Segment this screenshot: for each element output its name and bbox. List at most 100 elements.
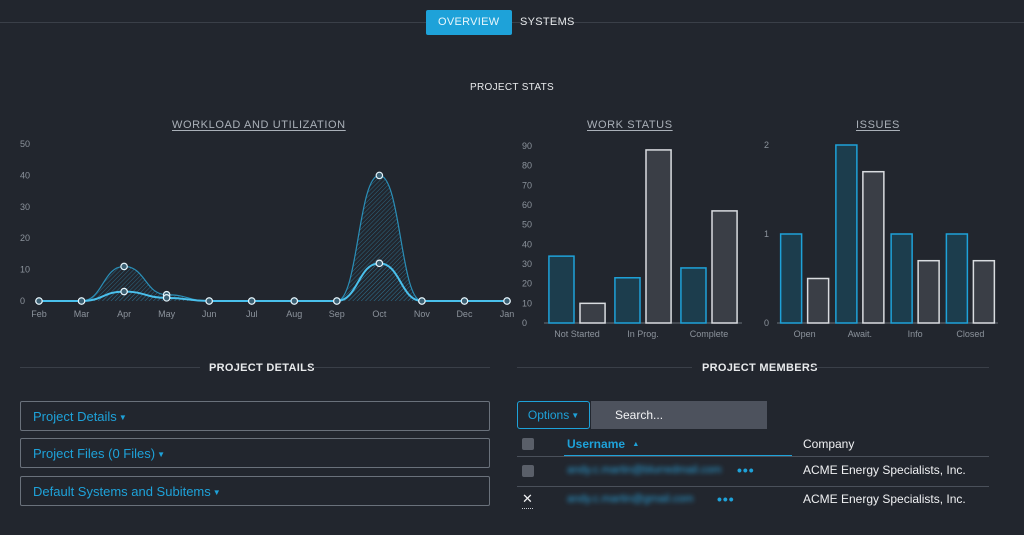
bar-series-2: [806, 277, 830, 324]
search-input[interactable]: [591, 401, 767, 429]
y-tick-label: 2: [764, 140, 769, 150]
project-details-dropdown[interactable]: Project Details ▼: [20, 401, 490, 431]
remove-member-icon[interactable]: ✕: [522, 492, 533, 509]
options-button[interactable]: Options ▼: [517, 401, 590, 429]
issues-chart-title: ISSUES: [856, 119, 900, 131]
bar-series-2: [972, 259, 996, 324]
x-tick-label: May: [158, 309, 176, 319]
dropdown-label: Project Details: [33, 409, 117, 424]
details-divider-right: [312, 367, 490, 368]
row-line: [517, 486, 989, 487]
data-point: [247, 297, 256, 305]
table-row[interactable]: andy.c.martin@blurredmail.com ••• ACME E…: [517, 457, 989, 486]
data-point: [205, 297, 213, 305]
y-tick-label: 10: [20, 265, 30, 275]
data-point: [120, 262, 128, 271]
project-files-dropdown[interactable]: Project Files (0 Files) ▼: [20, 438, 490, 468]
y-tick-label: 90: [522, 141, 532, 151]
bar-series-2: [862, 170, 885, 324]
table-row[interactable]: ✕ andy.c.martin@gmail.com ••• ACME Energ…: [517, 487, 989, 516]
tab-bar-line: [0, 22, 1024, 23]
details-divider-left: [20, 367, 200, 368]
x-tick-label: Nov: [414, 309, 431, 319]
y-tick-label: 50: [522, 220, 532, 230]
y-tick-label: 0: [20, 296, 25, 306]
members-divider-right: [812, 367, 989, 368]
x-tick-label: Apr: [117, 309, 131, 319]
series-area: [39, 175, 507, 301]
bar-series-1: [890, 233, 913, 324]
x-tick-label: Info: [908, 329, 923, 339]
data-point: [333, 297, 341, 305]
issues-chart: 2 1 0 Open Await. Info Closed: [764, 140, 998, 339]
x-tick-label: Jul: [246, 309, 258, 319]
tab-overview[interactable]: OVERVIEW: [426, 10, 512, 35]
data-point: [460, 297, 469, 305]
caret-down-icon: ▼: [571, 411, 580, 420]
default-systems-dropdown[interactable]: Default Systems and Subitems ▼: [20, 476, 490, 506]
y-tick-label: 20: [522, 279, 532, 289]
options-label: Options: [527, 408, 570, 422]
data-point: [77, 297, 86, 305]
bar-series-1: [548, 255, 575, 324]
y-tick-label: 80: [522, 161, 532, 171]
x-tick-label: Complete: [690, 329, 729, 339]
work-status-chart: 90 80 70 60 50 40 30 20 10 0 Not Started In Prog. Co…: [522, 141, 742, 339]
x-tick-label: In Prog.: [627, 329, 659, 339]
project-details-heading: PROJECT DETAILS: [209, 362, 315, 374]
x-tick-label: Oct: [372, 309, 387, 319]
project-stats-heading: PROJECT STATS: [470, 82, 554, 93]
y-tick-label: 20: [20, 233, 30, 243]
x-tick-label: Jun: [202, 309, 217, 319]
bar-series-2: [711, 210, 738, 324]
select-all-checkbox[interactable]: [522, 438, 534, 450]
tab-systems[interactable]: SYSTEMS: [520, 16, 575, 28]
company-cell: ACME Energy Specialists, Inc.: [803, 492, 966, 506]
workload-chart: 50 40 30 20 10 0 Feb Mar Apr May Jun Jul Aug Sep Oct No…: [20, 139, 514, 319]
bar-series-1: [779, 233, 803, 324]
series-area: [39, 263, 507, 301]
caret-down-icon: ▼: [157, 450, 165, 459]
bar-series-2: [645, 149, 672, 324]
x-tick-label: Mar: [74, 309, 90, 319]
data-point: [418, 297, 426, 305]
bar-series-2: [579, 302, 606, 324]
workload-chart-title: WORKLOAD AND UTILIZATION: [172, 119, 346, 131]
x-tick-label: Open: [794, 329, 816, 339]
dropdown-label: Default Systems and Subitems: [33, 484, 211, 499]
y-tick-label: 0: [522, 318, 527, 328]
dropdown-label: Project Files (0 Files): [33, 446, 156, 461]
x-tick-label: Jan: [500, 309, 515, 319]
bar-series-1: [945, 233, 969, 324]
caret-down-icon: ▼: [212, 488, 221, 497]
bar-series-1: [614, 277, 641, 324]
bar-series-1: [835, 144, 858, 324]
data-point: [375, 171, 384, 180]
username-link[interactable]: andy.c.martin@blurredmail.com: [567, 464, 722, 476]
username-column-header[interactable]: Username ▲: [567, 437, 639, 451]
x-tick-label: Aug: [286, 309, 302, 319]
y-tick-label: 0: [764, 318, 769, 328]
data-point: [503, 297, 511, 305]
y-tick-label: 40: [20, 170, 30, 180]
bar-series-2: [917, 259, 940, 324]
more-options-icon[interactable]: •••: [737, 462, 755, 478]
bar-series-1: [680, 267, 707, 324]
x-tick-label: Await.: [848, 329, 872, 339]
y-tick-label: 30: [20, 202, 30, 212]
more-options-icon[interactable]: •••: [717, 491, 735, 507]
y-tick-label: 30: [522, 259, 532, 269]
x-tick-label: Closed: [956, 329, 984, 339]
y-tick-label: 10: [522, 298, 532, 308]
row-checkbox[interactable]: [522, 465, 534, 477]
work-status-chart-title: WORK STATUS: [587, 119, 673, 131]
header-row-line: [517, 456, 989, 457]
company-cell: ACME Energy Specialists, Inc.: [803, 463, 966, 477]
caret-down-icon: ▼: [118, 413, 127, 422]
data-point: [290, 297, 299, 305]
company-column-header: Company: [803, 437, 855, 451]
username-link[interactable]: andy.c.martin@gmail.com: [567, 493, 694, 505]
data-point: [120, 287, 128, 296]
data-point: [162, 294, 171, 302]
